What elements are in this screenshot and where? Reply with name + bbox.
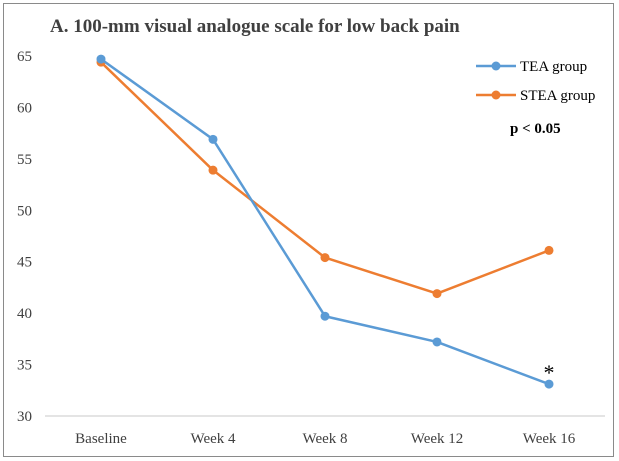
p-value-annotation: p < 0.05 (510, 121, 561, 137)
x-tick-label: Baseline (75, 431, 127, 447)
y-tick-label: 45 (17, 255, 32, 271)
significance-star: * (544, 360, 555, 385)
y-tick-label: 30 (17, 409, 32, 425)
legend-label-tea: TEA group (520, 59, 587, 75)
y-tick-label: 55 (17, 152, 32, 168)
x-tick-label: Week 4 (190, 431, 236, 447)
data-point (208, 165, 218, 175)
legend-marker-stea (491, 90, 501, 100)
data-point (544, 379, 554, 389)
legend-label-stea: STEA group (520, 88, 595, 104)
data-point (96, 54, 106, 64)
data-point (208, 134, 218, 144)
legend: TEA group STEA group p < 0.05 (476, 59, 595, 137)
y-tick-label: 35 (17, 358, 32, 374)
legend-marker-tea (491, 61, 501, 71)
y-tick-label: 60 (17, 100, 32, 116)
series-layer (96, 54, 554, 389)
data-point (320, 311, 330, 321)
data-point (432, 337, 442, 347)
series-line (100, 58, 550, 386)
x-tick-label: Week 8 (302, 431, 347, 447)
chart-frame (3, 3, 614, 457)
x-axis: Baseline Week 4 Week 8 Week 12 Week 16 (45, 415, 605, 447)
data-point (544, 245, 554, 255)
x-tick-label: Week 12 (411, 431, 464, 447)
data-point (320, 253, 330, 263)
y-tick-label: 50 (17, 203, 32, 219)
x-tick-label: Week 16 (523, 431, 576, 447)
chart-title: A. 100-mm visual analogue scale for low … (50, 16, 460, 37)
y-tick-label: 40 (17, 306, 32, 322)
data-point (432, 289, 442, 299)
y-axis: 30 35 40 45 50 55 60 65 (17, 49, 32, 425)
y-tick-label: 65 (17, 49, 32, 65)
